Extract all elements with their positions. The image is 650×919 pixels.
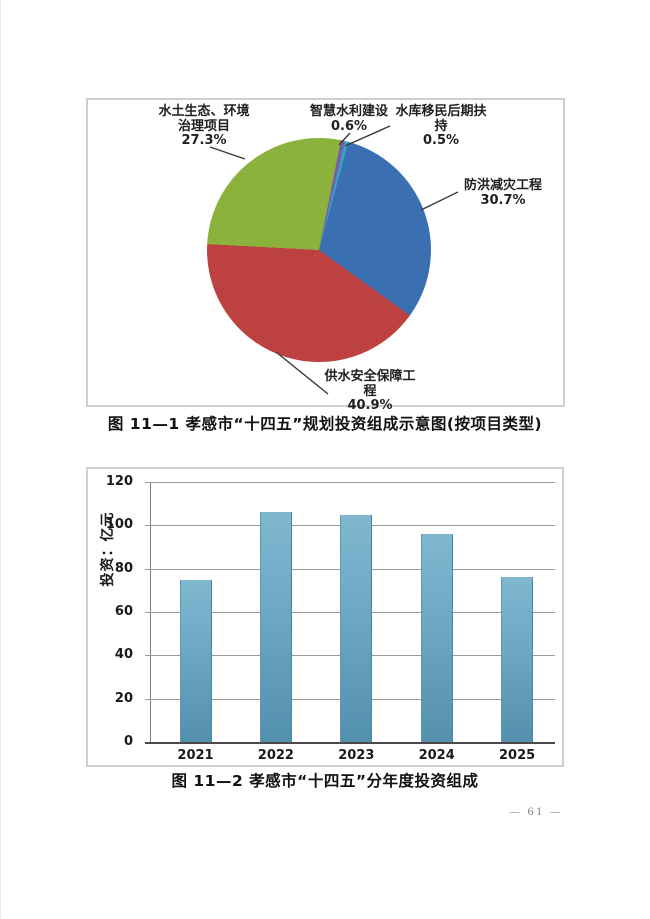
- bar-plot-area: 2021 2022 2023 2024 2025: [145, 482, 555, 763]
- pie-label-percent: 0.5%: [422, 133, 460, 148]
- bar-2024: [420, 534, 453, 742]
- pie-label-smart-water: 智慧水利建设 0.6%: [289, 104, 409, 134]
- y-tick-label: 40: [114, 647, 133, 663]
- bar-2023: [340, 514, 373, 742]
- pie-label-line: 程: [363, 383, 377, 399]
- y-tick-label: 120: [105, 474, 133, 489]
- y-tick-label: 80: [114, 560, 133, 576]
- leader-line-soil-eco: [209, 146, 246, 160]
- pie-label-line: 水库移民后期扶: [395, 104, 487, 119]
- pie-label-line: 防洪减灾工程: [463, 178, 542, 193]
- x-tick-label: 2023: [338, 748, 375, 763]
- y-axis-tick-labels: 0 20 40 60 80 100 120: [88, 474, 143, 749]
- pie-graphic: [207, 138, 431, 362]
- pie-label-line: 持: [434, 118, 448, 134]
- pie-label-percent: 40.9%: [347, 398, 393, 413]
- figure2-caption: 图 11—2 孝感市“十四五”分年度投资组成: [171, 772, 479, 790]
- pie-label-water-supply: 供水安全保障工 程 40.9%: [310, 369, 430, 414]
- y-tick-label: 20: [114, 690, 133, 706]
- pie-label-line: 水土生态、环境: [158, 104, 250, 119]
- pie-label-flood-control: 防洪减灾工程 30.7%: [443, 178, 563, 208]
- page-number: — 61 —: [509, 806, 563, 818]
- x-tick-label: 2021: [177, 748, 214, 763]
- bar-2021: [179, 579, 212, 742]
- bar-2025: [501, 577, 534, 742]
- pie-label-line: 智慧水利建设: [309, 104, 388, 119]
- pie-label-percent: 30.7%: [480, 192, 526, 208]
- y-tick-label: 0: [123, 734, 133, 749]
- x-tick-label: 2025: [499, 748, 536, 763]
- x-tick-label: 2024: [418, 748, 455, 763]
- pie-label-line: 供水安全保障工: [324, 369, 416, 384]
- bar-chart-figure: 投资：亿元 0 20 40 60 80 100 120 2021 2022 2023 2024 20…: [86, 467, 564, 767]
- gridline: [145, 482, 555, 483]
- pie-label-percent: 0.6%: [330, 118, 368, 134]
- pie-label-line: 治理项目: [177, 118, 230, 134]
- pie-label-reservoir: 水库移民后期扶 持 0.5%: [381, 104, 501, 149]
- y-tick-label: 60: [114, 604, 133, 619]
- pie-label-soil-eco: 水土生态、环境 治理项目 27.3%: [144, 104, 264, 149]
- x-axis-line: [145, 742, 555, 744]
- y-tick-label: 100: [105, 517, 133, 533]
- bar-2022: [259, 512, 292, 742]
- figure1-caption: 图 11—1 孝感市“十四五”规划投资组成示意图(按项目类型): [107, 415, 543, 433]
- pie-chart-figure: 水土生态、环境 治理项目 27.3% 智慧水利建设 0.6% 水库移民后期扶 持…: [86, 98, 565, 413]
- x-tick-label: 2022: [257, 748, 294, 763]
- pie-label-percent: 27.3%: [181, 133, 227, 148]
